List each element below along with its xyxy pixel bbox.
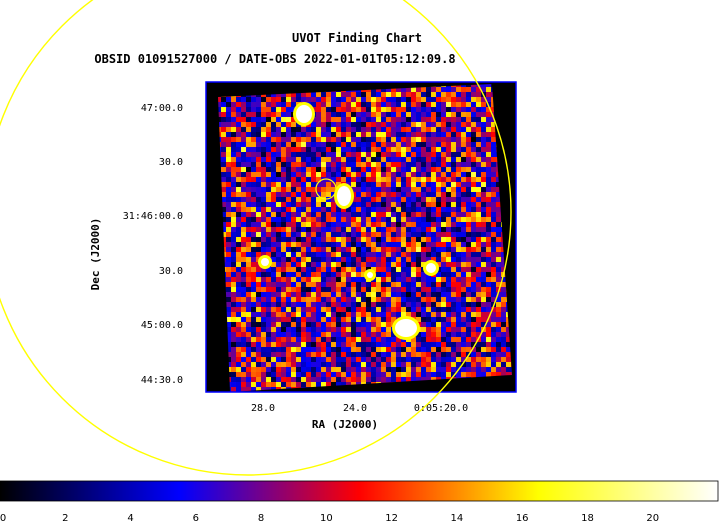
error-circle-large (0, 0, 512, 476)
chart-subtitle: OBSID 01091527000 / DATE-OBS 2022-01-01T… (94, 52, 455, 66)
exposure-field (218, 84, 512, 392)
dec-tick-label: 30.0 (159, 157, 183, 168)
ra-tick-labels: 28.0 24.0 0:05:20.0 (251, 403, 468, 414)
dec-tick-label: 31:46:00.0 (123, 211, 183, 222)
dec-tick-label: 44:30.0 (141, 375, 183, 386)
dec-tick-label: 30.0 (159, 266, 183, 277)
colorbar-bar (0, 480, 719, 502)
star-source (426, 263, 436, 273)
target-circle (315, 178, 337, 200)
sky-image (205, 81, 517, 393)
colorbar: 0 2 4 6 8 10 12 14 16 18 20 (0, 480, 719, 524)
star-source (296, 105, 312, 123)
star-source (395, 319, 417, 337)
colorbar-tick-label: 0 (0, 513, 6, 521)
colorbar-tick-label: 20 (646, 513, 659, 521)
colorbar-tick-label: 4 (127, 513, 133, 521)
colorbar-tick-label: 2 (62, 513, 68, 521)
dec-tick-labels: 47:00.0 30.0 31:46:00.0 30.0 45:00.0 44:30.0 (123, 103, 183, 386)
dec-tick-label: 47:00.0 (141, 103, 183, 114)
ra-tick-label: 0:05:20.0 (414, 403, 468, 414)
colorbar-tick-label: 12 (385, 513, 398, 521)
overlays (0, 0, 512, 476)
image-frame (205, 81, 517, 393)
ra-tick-label: 28.0 (251, 403, 275, 414)
star-source (337, 186, 351, 206)
y-axis-label: Dec (J2000) (89, 218, 102, 291)
colorbar-tick-label: 8 (258, 513, 264, 521)
x-axis-label: RA (J2000) (312, 418, 378, 431)
colorbar-tick-label: 14 (451, 513, 464, 521)
chart-title: UVOT Finding Chart (292, 31, 422, 45)
star-source (367, 272, 373, 278)
colorbar-tick-label: 6 (193, 513, 199, 521)
star-source (261, 258, 269, 266)
colorbar-tick-label: 10 (320, 513, 333, 521)
colorbar-tick-label: 16 (516, 513, 529, 521)
ra-tick-label: 24.0 (343, 403, 367, 414)
colorbar-tick-label: 18 (581, 513, 594, 521)
dec-tick-label: 45:00.0 (141, 320, 183, 331)
